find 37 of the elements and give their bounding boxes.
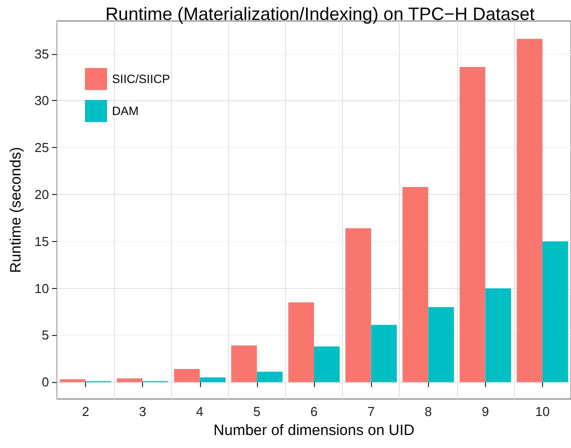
- bar: [231, 346, 257, 382]
- bar: [345, 228, 372, 382]
- bar: [460, 66, 486, 382]
- y-tick-label: 0: [42, 374, 49, 390]
- bar: [371, 324, 397, 382]
- y-tick-label: 5: [42, 328, 49, 343]
- x-tick-label: 3: [139, 404, 146, 419]
- x-tick-label: 9: [482, 404, 489, 419]
- y-tick-label: 10: [34, 280, 49, 296]
- bar: [256, 372, 283, 382]
- legend-label: DAM: [112, 104, 139, 118]
- legend-label: SIIC/SIICP: [112, 72, 170, 86]
- x-tick-label: 8: [424, 404, 432, 419]
- bar: [516, 38, 542, 382]
- chart-title: Runtime (Materialization/Indexing) on TPC−H Dataset: [105, 4, 535, 24]
- bar: [485, 288, 512, 382]
- bar: [200, 377, 226, 382]
- y-tick-label: 35: [34, 46, 49, 62]
- bar: [116, 378, 143, 382]
- x-tick-label: 7: [367, 404, 375, 419]
- x-tick-label: 2: [82, 404, 90, 419]
- y-tick-label: 15: [34, 234, 49, 249]
- bar: [428, 307, 454, 382]
- y-tick-label: 25: [34, 140, 49, 156]
- x-tick-label: 4: [196, 404, 204, 419]
- y-axis-title: Runtime (seconds): [8, 147, 25, 273]
- x-axis-title: Number of dimensions on UID: [214, 422, 415, 439]
- bar: [542, 241, 568, 382]
- x-tick-label: 6: [310, 404, 318, 419]
- bar: [402, 187, 428, 382]
- y-tick-label: 30: [34, 93, 49, 108]
- bar: [314, 346, 340, 382]
- bar: [288, 302, 314, 382]
- x-tick-label: 5: [253, 404, 261, 419]
- x-tick-label: 10: [535, 404, 550, 419]
- y-tick-label: 20: [34, 187, 49, 202]
- bar: [174, 368, 200, 382]
